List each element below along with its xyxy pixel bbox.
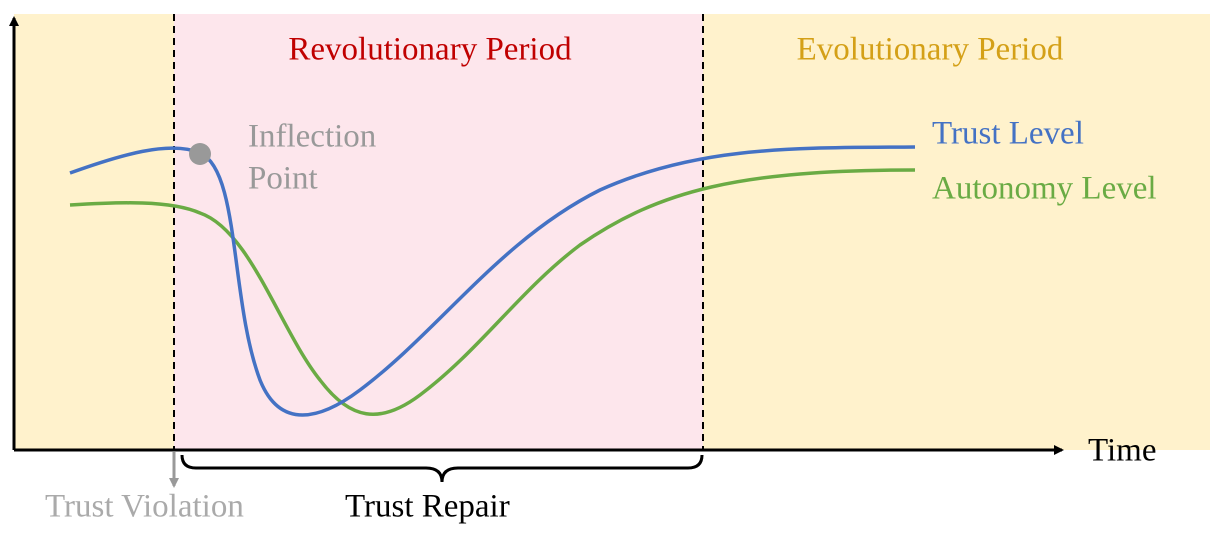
autonomy-curve <box>69 168 916 417</box>
period-label: Evolutionary Period <box>797 32 1064 68</box>
annotation: Inflection <box>248 119 376 155</box>
curve-label: Trust Level <box>932 116 1084 152</box>
repair-brace <box>180 454 704 483</box>
region-before <box>14 14 174 450</box>
event-label: Trust Violation <box>45 489 244 525</box>
region-evolutionary <box>703 14 1210 450</box>
region-revolutionary <box>174 14 703 450</box>
curve-label: Autonomy Level <box>932 171 1157 207</box>
event-label: Trust Repair <box>345 489 510 525</box>
period-label: Revolutionary Period <box>288 32 572 68</box>
inflection-dot <box>189 143 211 165</box>
axis-label: Time <box>1088 433 1156 469</box>
annotation: Point <box>248 161 318 197</box>
